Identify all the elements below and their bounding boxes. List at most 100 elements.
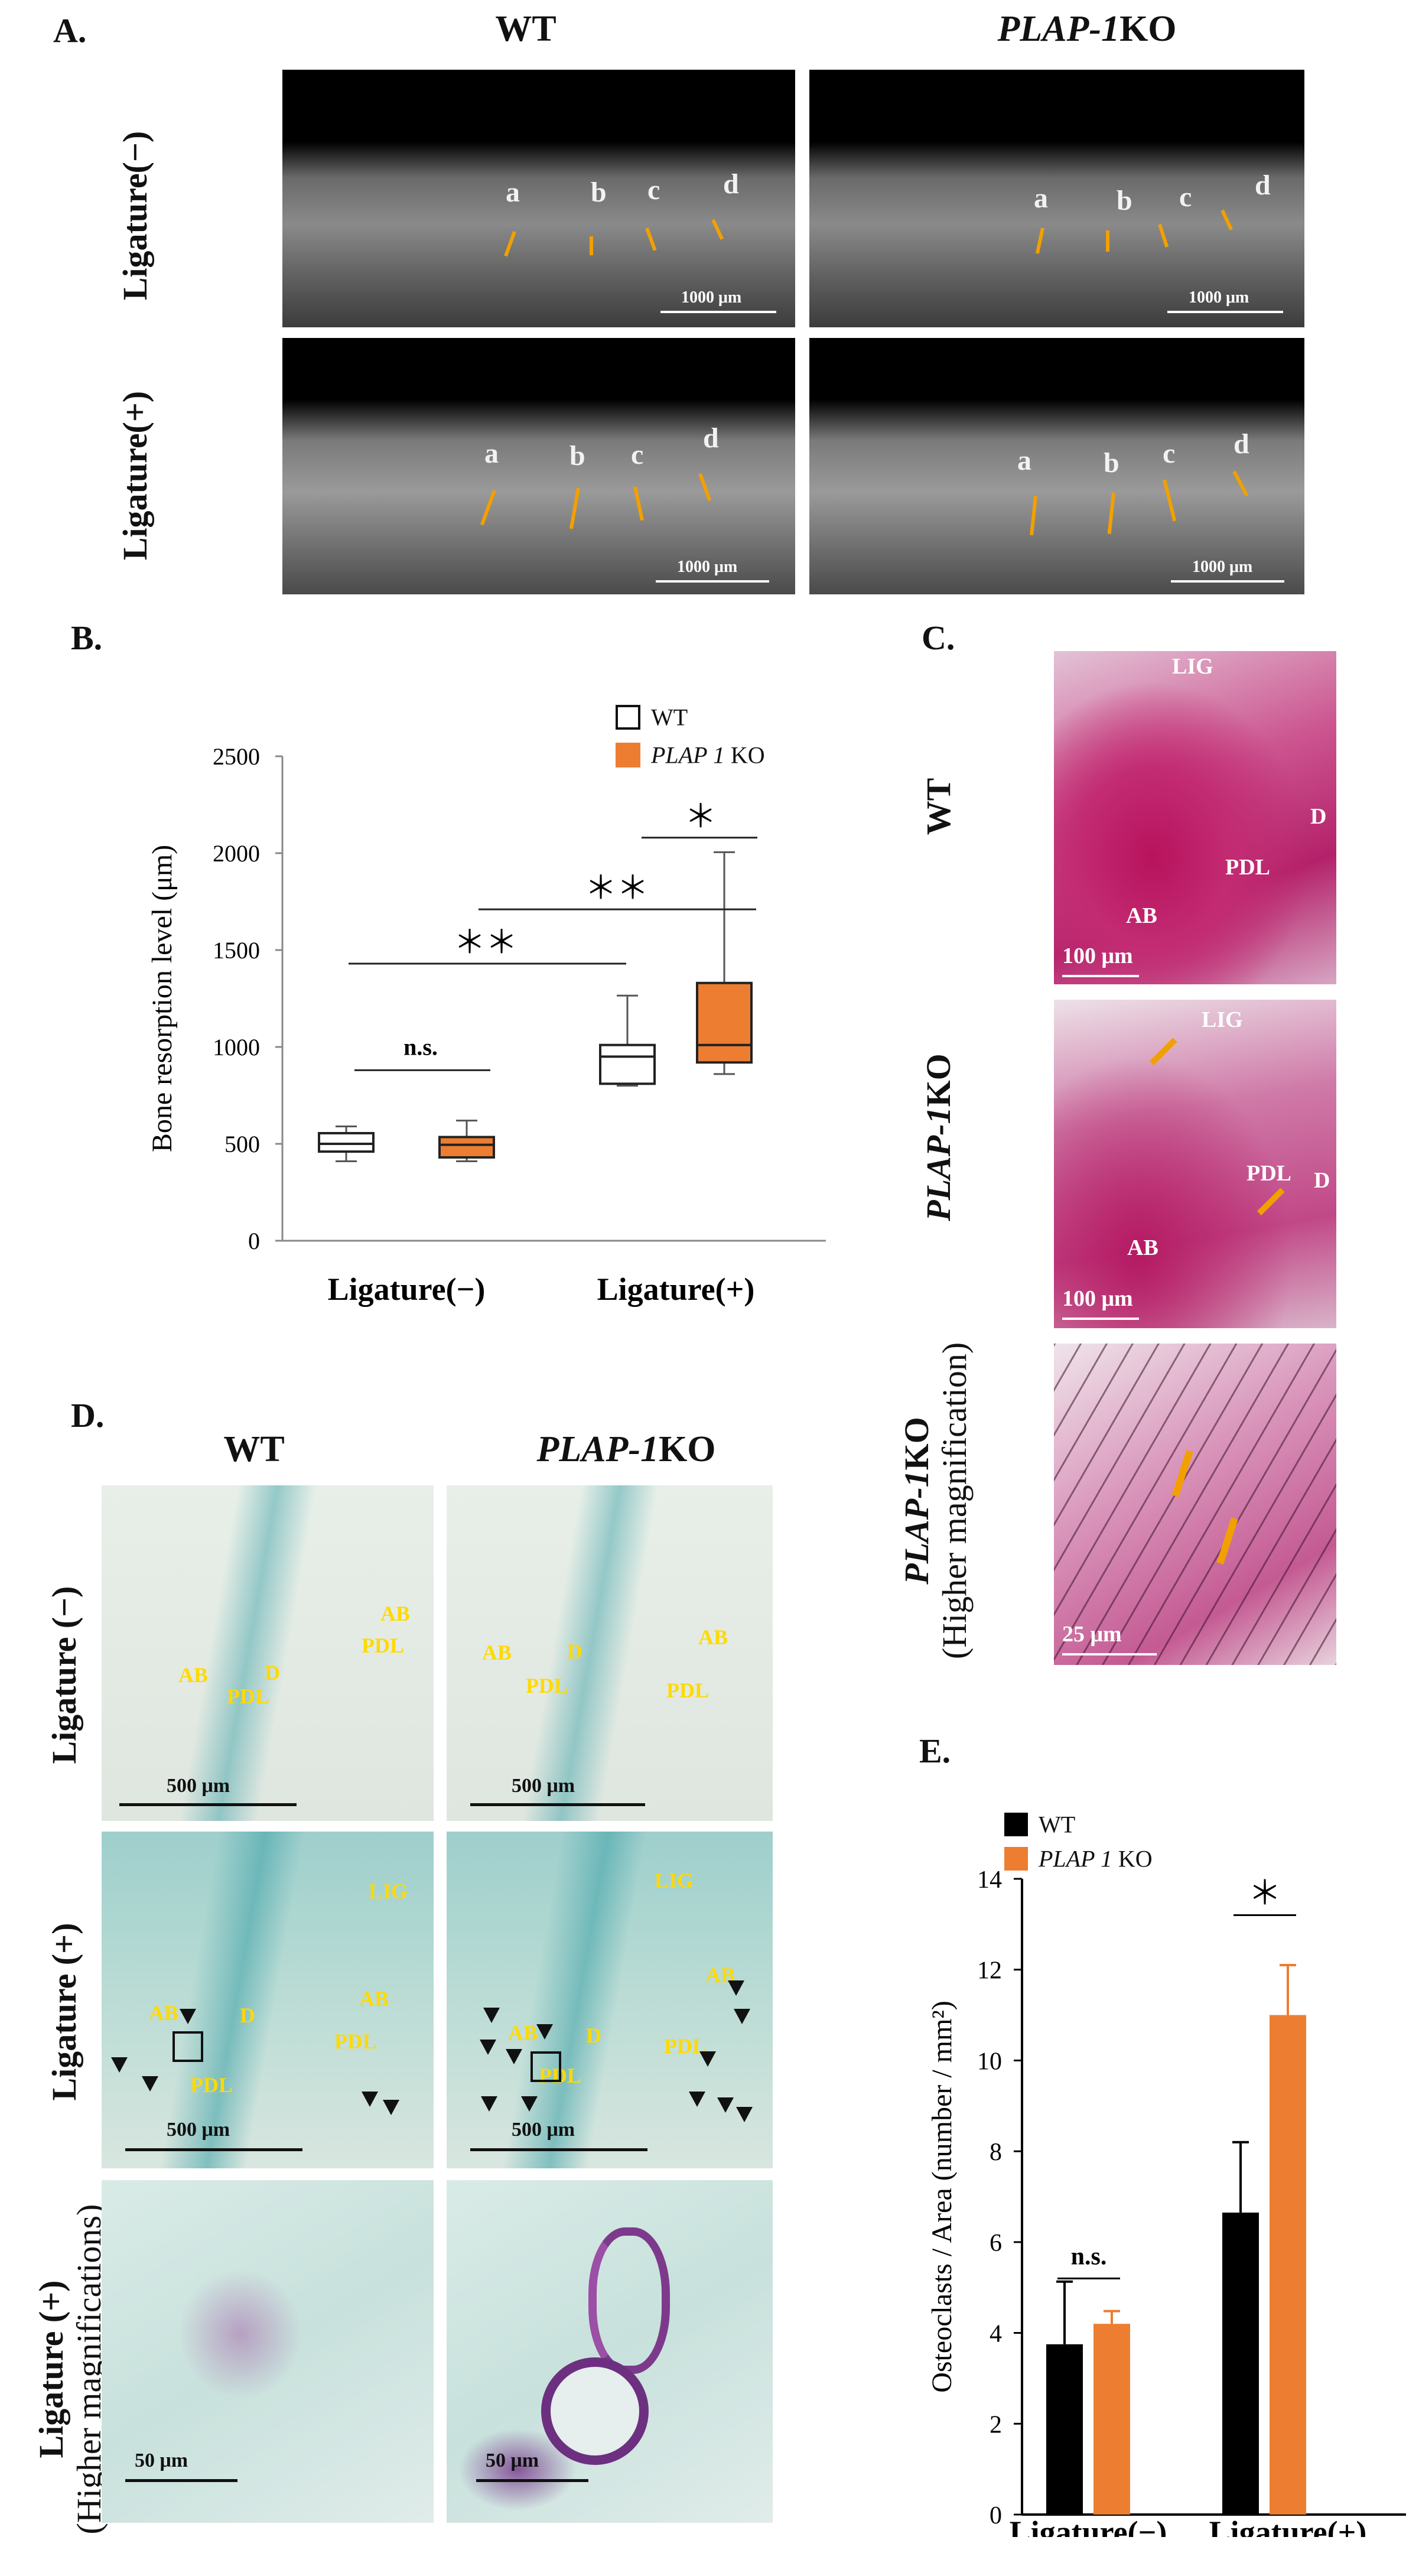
panel-e-legend-ko: PLAP 1 KO (1004, 1842, 1153, 1872)
panel-b-legend-ko: PLAP 1 KO (616, 739, 765, 769)
tooth-d: d (1255, 170, 1271, 201)
bar-ko (1093, 2324, 1130, 2515)
trap-wt-high-mag: 50 μm (102, 2180, 434, 2523)
ligature-line (698, 473, 712, 502)
box-ko (438, 1136, 495, 1159)
panel-a-row-lig-plus: Ligature(+) (116, 391, 154, 561)
panel-a-row-lig-minus: Ligature(−) (116, 131, 154, 301)
osteoclast-arrowhead (736, 2107, 753, 2122)
scale-bar (1062, 975, 1139, 977)
osteoclast-arrowhead (383, 2100, 399, 2115)
panel-e-label: E. (919, 1732, 951, 1770)
tooth-a: a (506, 177, 520, 208)
scale-bar (1167, 311, 1283, 313)
osteoclast-arrowhead (536, 2024, 553, 2040)
box-ko (696, 981, 753, 1064)
ligature-line (1232, 470, 1249, 497)
tag-lig: LIG (1202, 1007, 1243, 1032)
legend-swatch-wt (616, 704, 640, 730)
panel-c-row-wt: WT (919, 778, 958, 835)
roi-box (531, 2051, 561, 2082)
panel-d-label: D. (71, 1396, 105, 1435)
y-tick-label: 500 (224, 1131, 260, 1157)
osteoclast-arrowhead (481, 2096, 497, 2112)
legend-swatch-ko (1004, 1846, 1028, 1871)
osteoclast-arrowhead (717, 2097, 734, 2113)
tag-lig: LIG (1172, 654, 1213, 679)
y-tick-label: 12 (977, 1957, 1002, 1985)
tag-pdl: PDL (666, 1679, 709, 1702)
scale-bar (1171, 580, 1284, 583)
panel-c-row-ko-high: PLAP-1KO (Higher magnification) (897, 1294, 981, 1707)
tooth-b: b (1117, 185, 1132, 216)
histology-wt-he: LIG D PDL AB 100 μm (1054, 651, 1336, 984)
panel-c-row-ko-suffix: KO (919, 1053, 958, 1107)
tooth-d: d (703, 422, 719, 454)
tag-d: D (1310, 804, 1327, 829)
panel-a-col-wt: WT (495, 9, 556, 49)
ligature-line (1163, 479, 1177, 522)
osteoclast-arrowhead (142, 2076, 158, 2092)
x-category-label: Ligature(−) (328, 1271, 486, 1307)
tag-ab: AB (1126, 903, 1157, 928)
tag-ab: AB (149, 2001, 179, 2025)
panel-b-chart: 0 500 1000 1500 2000 2500 Bone resorption leve… (147, 743, 826, 1307)
tooth-c: c (1163, 438, 1176, 469)
tag-ab: AB (178, 1663, 209, 1687)
tag-ab: AB (482, 1641, 512, 1664)
microct-wt-lig-minus: a b c d 1000 μm (282, 70, 795, 327)
y-tick-label: 4 (990, 2321, 1002, 2348)
trap-ko-high-mag: 50 μm (447, 2180, 773, 2523)
scale-bar (656, 580, 769, 583)
scale-bar (476, 2479, 588, 2482)
ligature-line (480, 489, 496, 526)
legend-ko-gene: PLAP 1 (1039, 1845, 1112, 1872)
sig-star: ＊ (1248, 1875, 1281, 1912)
box-wt (318, 1131, 375, 1153)
y-tick-label: 1500 (213, 937, 260, 964)
trap-ko-lig-minus: AB D PDL AB PDL 500 μm (447, 1485, 773, 1821)
tag-d: D (1314, 1168, 1330, 1193)
y-axis-label: Bone resorption level (μm) (147, 845, 178, 1152)
tag-lig: LIG (369, 1879, 408, 1903)
ligature-line (1106, 230, 1109, 252)
scale-label: 1000 μm (1192, 558, 1253, 576)
fiber-arrow (1257, 1188, 1285, 1216)
osteoclast-stain (588, 2227, 670, 2374)
sig-star: ＊＊ (454, 925, 518, 960)
tooth-c: c (631, 439, 644, 470)
scale-bar (470, 1803, 645, 1806)
scale-label: 500 μm (512, 2119, 575, 2141)
sig-star: ＊＊ (585, 870, 649, 906)
fiber-arrow (1149, 1037, 1177, 1066)
tag-pdl: PDL (1225, 855, 1270, 880)
osteoclast-arrowhead (180, 2009, 196, 2024)
trap-ko-lig-plus: LIG AB AB D PDL PDL 500 μm (447, 1832, 773, 2168)
microct-ko-lig-minus: a b c d 1000 μm (809, 70, 1304, 327)
tooth-b: b (591, 177, 607, 208)
panel-c-row-ko-high-sub: (Higher magnification) (935, 1342, 974, 1660)
panel-e-chart: 0 2 4 6 8 10 12 14 Osteoclasts / Area (number / … (926, 1866, 1406, 2537)
panel-a-label: A. (53, 11, 87, 50)
scale-label: 1000 μm (1189, 288, 1249, 307)
panel-d-col-ko-suffix: KO (659, 1429, 716, 1469)
panel-d-row-minus: Ligature (−) (45, 1586, 83, 1764)
scale-label: 1000 μm (677, 558, 738, 576)
tag-ab: AB (380, 1602, 411, 1625)
ligature-line (1035, 227, 1044, 254)
panel-d-col-ko: PLAP-1KO (490, 1429, 762, 1471)
sig-star: ＊ (685, 799, 717, 834)
ligature-line (1107, 492, 1115, 534)
tooth-a: a (1017, 445, 1031, 476)
osteoclast-arrowhead (483, 2008, 500, 2023)
tooth-c: c (1179, 181, 1192, 213)
tag-ab: AB (698, 1625, 728, 1649)
tooth-d: d (723, 168, 739, 200)
osteoclast-stain (178, 2269, 302, 2399)
panel-d-row-high-title: Ligature (+) (32, 2280, 70, 2458)
tag-pdl: PDL (227, 1684, 269, 1708)
osteoclast-arrowhead (362, 2092, 378, 2107)
histology-ko-he: LIG PDL D AB 100 μm (1054, 1000, 1336, 1328)
roi-box (173, 2031, 203, 2062)
panel-c-row-ko-high-title: PLAP-1KO (897, 1294, 936, 1707)
